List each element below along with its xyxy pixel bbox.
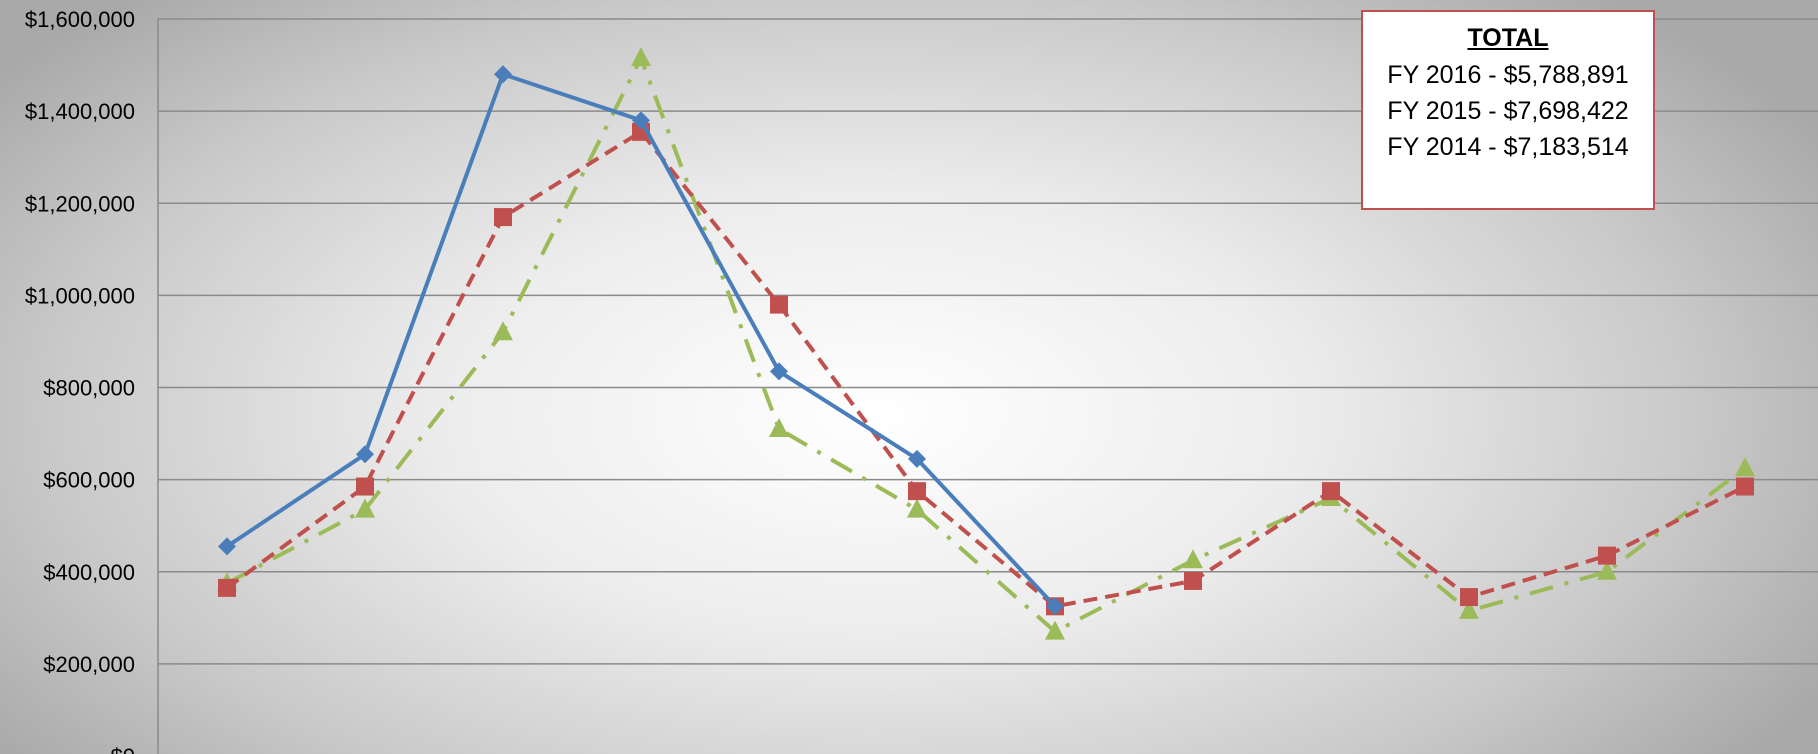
- series-2-point-1: [355, 498, 375, 518]
- y-axis: $0 $200,000 $400,000 $600,000 $800,000 $1,000…: [25, 7, 159, 754]
- series-0: [218, 65, 1064, 616]
- series-0-point-1: [356, 445, 374, 464]
- y-tick-label-4: $800,000: [43, 376, 135, 401]
- total-line-fy2014: FY 2014 - $7,183,514: [1387, 133, 1629, 161]
- total-annotation-box: TOTAL FY 2016 - $5,788,891 FY 2015 - $7,…: [1361, 10, 1655, 210]
- series-1-point-11: [1736, 477, 1754, 496]
- series-1-point-8: [1322, 482, 1340, 501]
- series-0-point-3: [632, 111, 650, 130]
- series-0-point-5: [908, 449, 926, 468]
- series-1-point-10: [1598, 546, 1616, 565]
- series-0-point-2: [494, 65, 512, 84]
- y-tick-label-1: $200,000: [43, 652, 135, 677]
- series-0-point-4: [770, 362, 788, 381]
- y-tick-label-8: $1,600,000: [25, 7, 135, 32]
- series-2-point-11: [1735, 457, 1755, 477]
- series-1-point-5: [908, 482, 926, 501]
- series-2-point-4: [769, 417, 789, 437]
- series-2-point-10: [1597, 560, 1617, 580]
- y-tick-label-0: $0: [111, 744, 135, 754]
- y-tick-label-2: $400,000: [43, 560, 135, 585]
- series-2-point-9: [1459, 599, 1479, 619]
- series-2-point-3: [631, 47, 651, 67]
- y-tick-label-6: $1,200,000: [25, 191, 135, 216]
- series-1-point-7: [1184, 571, 1202, 590]
- series-0-point-6: [1046, 597, 1064, 616]
- gridlines: [158, 18, 1818, 665]
- series-2-point-6: [1045, 620, 1065, 640]
- series-line-1: [225, 129, 1746, 609]
- y-tick-label-7: $1,400,000: [25, 99, 135, 124]
- total-title: TOTAL: [1467, 24, 1549, 52]
- series-line-0: [225, 72, 1057, 608]
- series-line-2: [226, 56, 1747, 634]
- series-2: [217, 47, 1755, 640]
- y-tick-label-5: $1,000,000: [25, 283, 135, 308]
- series-1-point-2: [494, 208, 512, 227]
- series-1-point-1: [356, 477, 374, 496]
- series-1: [218, 122, 1754, 616]
- series-2-point-5: [907, 498, 927, 518]
- series-0-point-0: [218, 537, 236, 556]
- series-group: [217, 47, 1755, 640]
- series-2-point-2: [493, 321, 513, 341]
- total-line-fy2016: FY 2016 - $5,788,891: [1387, 61, 1629, 89]
- series-1-point-9: [1460, 588, 1478, 607]
- series-2-point-7: [1183, 549, 1203, 569]
- total-line-fy2015: FY 2015 - $7,698,422: [1387, 97, 1629, 125]
- y-tick-label-3: $600,000: [43, 468, 135, 493]
- series-1-point-0: [218, 578, 236, 597]
- series-1-point-4: [770, 295, 788, 314]
